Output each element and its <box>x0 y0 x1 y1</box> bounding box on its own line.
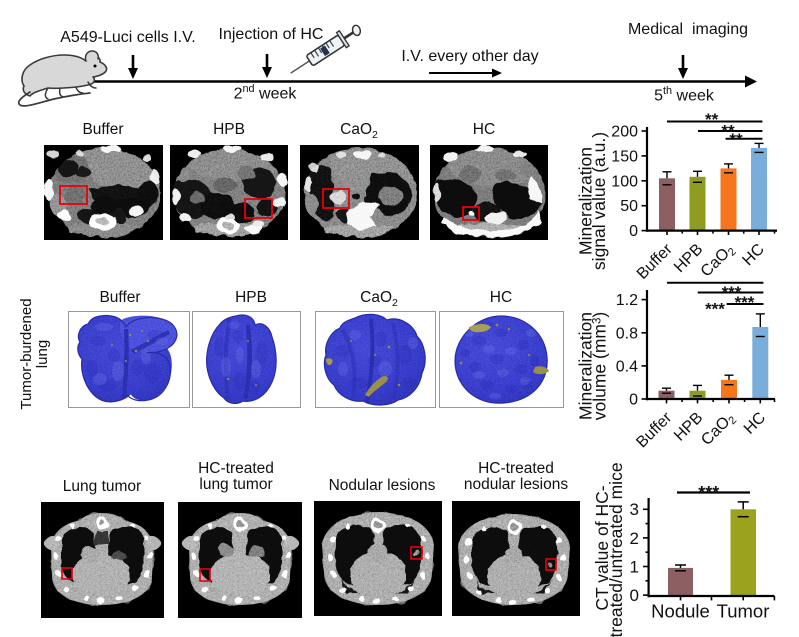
svg-text:HC: HC <box>741 409 769 437</box>
svg-text:CT value of HC-: CT value of HC- <box>595 485 612 610</box>
svg-text:Buffer: Buffer <box>633 409 675 451</box>
svg-text:volume (mm3): volume (mm3) <box>590 312 610 421</box>
svg-text:treated/untreated mice: treated/untreated mice <box>606 462 626 637</box>
svg-text:HC: HC <box>739 241 767 269</box>
svg-text:**: ** <box>729 130 743 149</box>
svg-text:**: ** <box>721 122 735 141</box>
svg-text:***: *** <box>735 293 755 312</box>
svg-text:1: 1 <box>630 557 639 576</box>
svg-text:Mineralization: Mineralization <box>576 312 596 420</box>
svg-text:0: 0 <box>629 223 638 240</box>
svg-text:Nodule: Nodule <box>651 601 710 622</box>
svg-text:0: 0 <box>629 392 638 409</box>
svg-text:1.2: 1.2 <box>616 292 638 309</box>
svg-text:0.4: 0.4 <box>616 358 638 375</box>
svg-text:***: *** <box>698 483 719 503</box>
svg-text:Mineralization: Mineralization <box>576 147 596 255</box>
svg-text:**: ** <box>705 110 719 129</box>
svg-text:0.8: 0.8 <box>616 325 638 342</box>
svg-text:signal value (a.u.): signal value (a.u.) <box>589 132 609 270</box>
svg-text:***: *** <box>722 283 742 302</box>
svg-text:0: 0 <box>630 586 639 605</box>
svg-text:100: 100 <box>611 173 638 190</box>
svg-text:150: 150 <box>611 148 638 165</box>
svg-text:200: 200 <box>611 124 638 141</box>
svg-text:2: 2 <box>630 529 639 548</box>
svg-text:***: *** <box>705 300 725 319</box>
svg-text:Tumor: Tumor <box>717 601 770 622</box>
svg-text:3: 3 <box>630 500 639 519</box>
svg-text:50: 50 <box>620 198 638 215</box>
svg-text:CaO2: CaO2 <box>698 409 739 450</box>
